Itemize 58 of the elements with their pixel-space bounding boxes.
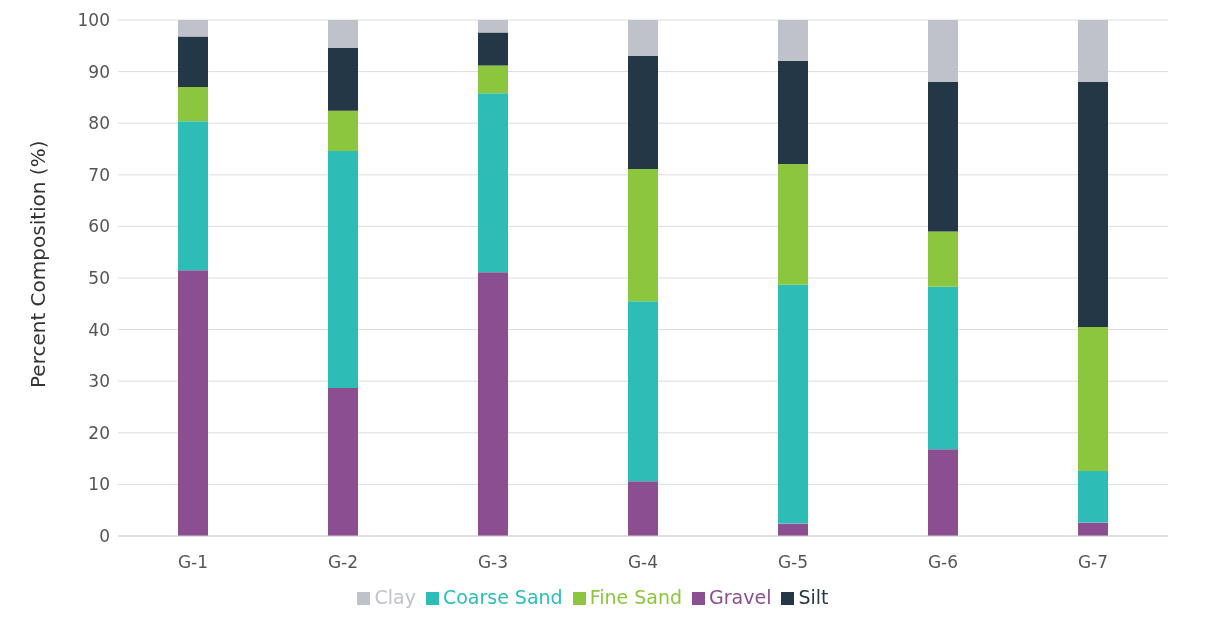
x-tick-label: G-5 [777,552,809,573]
bar [928,81,958,232]
bar [1078,327,1108,471]
y-tick-label: 0 [99,526,110,547]
bar [178,20,208,37]
bar [628,169,658,302]
bar [928,231,958,287]
bar [778,163,808,285]
bar [478,20,508,33]
y-tick-label: 30 [88,371,110,392]
bar [1078,81,1108,328]
bar [1078,470,1108,523]
bar [328,151,358,388]
legend-label: Coarse Sand [442,586,563,608]
y-tick-label: 70 [88,164,110,185]
bar [178,87,208,122]
bar [478,272,508,536]
bar [628,20,658,57]
legend-label: Silt [798,586,829,608]
bar [478,32,508,66]
bar [178,270,208,536]
bar [628,301,658,482]
y-tick-label: 50 [88,268,110,289]
y-tick-label: 20 [88,422,110,443]
legend-label: Clay [374,586,416,608]
x-tick-label: G-3 [477,552,509,573]
y-tick-label: 60 [88,216,110,237]
y-tick-label: 40 [88,319,110,340]
y-tick-label: 10 [88,474,110,495]
bar [628,56,658,170]
y-tick-label: 100 [77,10,110,31]
bar [178,121,208,271]
bar [328,387,358,536]
bar [928,286,958,450]
bar [178,36,208,88]
bar [778,20,808,61]
y-tick-label: 90 [88,61,110,82]
bar [778,60,808,164]
bar [328,20,358,48]
x-tick-label: G-7 [1077,552,1109,573]
x-tick-label: G-1 [177,552,209,573]
bar [928,449,958,536]
bar [778,284,808,524]
legend-label: Fine Sand [589,586,683,608]
bar [478,93,508,273]
bar [328,47,358,111]
legend-label: Gravel [709,586,772,608]
x-tick-label: G-4 [627,552,659,573]
bar [478,65,508,94]
y-axis-title: Percent Composition (%) [26,140,51,388]
bar [928,20,958,82]
x-tick-label: G-6 [927,552,959,573]
y-tick-label: 80 [88,113,110,134]
bar [1078,522,1108,536]
x-tick-label: G-2 [327,552,359,573]
bar [1078,20,1108,82]
bar [628,481,658,536]
bar [328,110,358,152]
